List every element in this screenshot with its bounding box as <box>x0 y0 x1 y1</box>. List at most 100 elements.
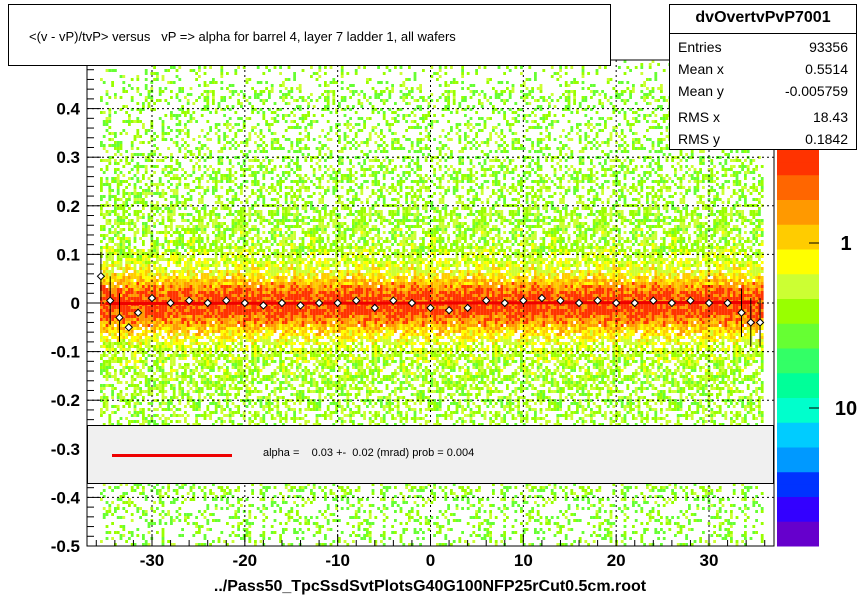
heat-cell <box>242 126 246 129</box>
heat-cell <box>254 132 257 135</box>
heat-cell <box>125 306 128 309</box>
heat-cell <box>265 255 268 258</box>
heat-cell <box>189 321 193 324</box>
heat-cell <box>156 324 159 327</box>
heat-cell <box>178 408 182 411</box>
heat-cell <box>212 93 215 96</box>
heat-cell <box>102 303 106 306</box>
heat-cell <box>203 189 207 192</box>
heat-cell <box>119 345 123 348</box>
heat-cell <box>268 294 271 297</box>
heat-cell <box>111 423 114 426</box>
heat-cell <box>102 300 106 303</box>
heat-cell <box>125 381 128 384</box>
heat-cell <box>142 174 145 177</box>
heat-cell <box>161 516 165 519</box>
heat-cell <box>130 330 134 333</box>
heat-cell <box>170 195 173 198</box>
heat-cell <box>139 267 142 270</box>
heat-cell <box>100 213 103 216</box>
heat-cell <box>268 411 271 414</box>
heat-cell <box>156 99 159 102</box>
heat-cell <box>116 321 120 324</box>
heat-cell <box>170 396 173 399</box>
heat-cell <box>226 348 229 351</box>
heat-cell <box>144 288 148 291</box>
heat-cell <box>119 369 123 372</box>
heat-cell <box>192 240 196 243</box>
heat-cell <box>181 90 184 93</box>
heat-cell <box>256 366 260 369</box>
heat-cell <box>116 381 120 384</box>
heat-cell <box>234 321 238 324</box>
heat-cell <box>220 243 224 246</box>
heat-cell <box>125 321 128 324</box>
heat-cell <box>175 408 179 411</box>
heat-cell <box>119 243 123 246</box>
heat-cell <box>156 333 159 336</box>
heat-cell <box>114 405 117 408</box>
heat-cell <box>248 339 252 342</box>
heat-cell <box>142 294 145 297</box>
heat-cell <box>268 129 271 132</box>
heat-cell <box>125 372 128 375</box>
heat-cell <box>175 123 179 126</box>
heat-cell <box>186 261 190 264</box>
heat-cell <box>226 366 229 369</box>
heat-cell <box>133 246 137 249</box>
heat-cell <box>150 312 154 315</box>
heat-cell <box>175 300 179 303</box>
heat-cell <box>240 234 243 237</box>
heat-cell <box>139 315 142 318</box>
heat-cell <box>198 360 201 363</box>
heat-cell <box>203 354 207 357</box>
heat-cell <box>231 321 235 324</box>
heat-cell <box>175 378 179 381</box>
heat-cell <box>116 276 120 279</box>
heat-cell <box>116 264 120 267</box>
heat-cell <box>195 264 198 267</box>
heat-cell <box>270 183 274 186</box>
heat-cell <box>153 240 156 243</box>
heat-cell <box>231 366 235 369</box>
heat-cell <box>217 330 221 333</box>
heat-cell <box>158 90 162 93</box>
heat-cell <box>111 330 114 333</box>
heat-cell <box>105 93 109 96</box>
heat-cell <box>102 324 106 327</box>
heat-cell <box>153 345 156 348</box>
heat-cell <box>142 324 145 327</box>
heat-cell <box>217 273 221 276</box>
heat-cell <box>172 318 176 321</box>
heat-cell <box>192 354 196 357</box>
heat-cell <box>268 375 271 378</box>
heat-cell <box>130 219 134 222</box>
heat-cell <box>209 264 212 267</box>
heat-cell <box>240 324 243 327</box>
heat-cell <box>100 249 103 252</box>
heat-cell <box>122 192 126 195</box>
heat-cell <box>156 378 159 381</box>
heat-cell <box>214 327 218 330</box>
heat-cell <box>189 288 193 291</box>
heat-cell <box>265 411 268 414</box>
heat-cell <box>119 96 123 99</box>
heat-cell <box>158 513 162 516</box>
heat-cell <box>142 360 145 363</box>
heat-cell <box>240 363 243 366</box>
heat-cell <box>161 255 165 258</box>
heat-cell <box>164 99 168 102</box>
heat-cell <box>181 267 184 270</box>
heat-cell <box>214 498 218 501</box>
heat-cell <box>158 306 162 309</box>
heat-cell <box>231 144 235 147</box>
heat-cell <box>105 315 109 318</box>
heat-cell <box>228 129 232 132</box>
heat-cell <box>170 279 173 282</box>
heat-cell <box>142 201 145 204</box>
heat-cell <box>175 294 179 297</box>
heat-cell <box>136 534 140 537</box>
heat-cell <box>214 300 218 303</box>
heat-cell <box>240 348 243 351</box>
heat-cell <box>217 369 221 372</box>
